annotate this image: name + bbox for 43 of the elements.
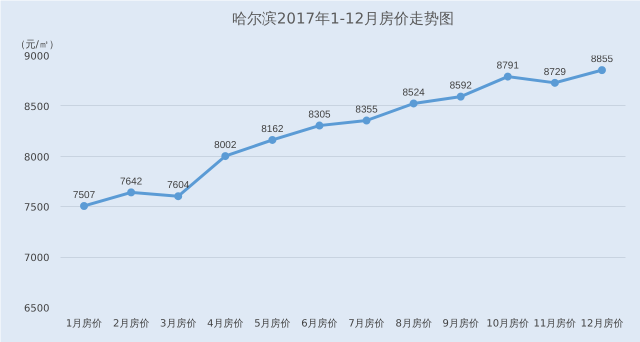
- y-tick-label: 8000: [24, 152, 50, 164]
- x-tick-label: 12月房价: [580, 318, 624, 330]
- data-label: 8592: [450, 80, 472, 92]
- x-tick-label: 6月房价: [301, 318, 338, 330]
- x-tick-label: 4月房价: [207, 318, 244, 330]
- x-tick-label: 1月房价: [66, 318, 102, 330]
- x-tick-label: 2月房价: [112, 318, 150, 330]
- data-label: 7642: [120, 176, 143, 188]
- point: [504, 72, 512, 81]
- data-label: 8524: [402, 87, 426, 98]
- x-tick-label: 5月房价: [254, 318, 291, 330]
- point: [127, 188, 136, 196]
- y-tick-label: 7500: [24, 202, 50, 214]
- point: [80, 202, 88, 210]
- x-tick-label: 11月房价: [534, 318, 576, 330]
- x-tick-label: 9月房价: [442, 318, 479, 330]
- point: [221, 152, 230, 160]
- y-tick-label: 6500: [24, 304, 50, 314]
- point: [598, 66, 606, 74]
- chart-title: 哈尔滨2017年1-12月房价走势图: [232, 10, 454, 28]
- data-label: 8162: [261, 124, 284, 135]
- data-label: 8305: [308, 110, 332, 121]
- x-tick-label: 3月房价: [160, 318, 196, 330]
- data-label: 7604: [167, 180, 190, 192]
- y-tick-label: 9000: [24, 52, 50, 62]
- x-tick-label: 8月房价: [395, 318, 432, 330]
- data-label: 8002: [214, 140, 237, 152]
- point: [550, 78, 559, 87]
- point: [456, 92, 465, 101]
- x-tick-label: 10月房价: [486, 318, 530, 330]
- y-axis-title: （元/㎡）: [16, 40, 59, 50]
- data-label: 8729: [544, 66, 566, 78]
- data-label: 8355: [355, 104, 378, 116]
- point: [410, 99, 418, 108]
- point: [268, 136, 276, 144]
- y-tick-label: 7000: [24, 253, 50, 264]
- point: [174, 192, 182, 200]
- y-tick-label: 8500: [24, 102, 50, 113]
- data-label: 7507: [72, 190, 96, 201]
- data-label: 8791: [496, 60, 520, 72]
- point: [362, 116, 371, 125]
- x-tick-label: 7月房价: [348, 318, 385, 330]
- point: [315, 122, 324, 130]
